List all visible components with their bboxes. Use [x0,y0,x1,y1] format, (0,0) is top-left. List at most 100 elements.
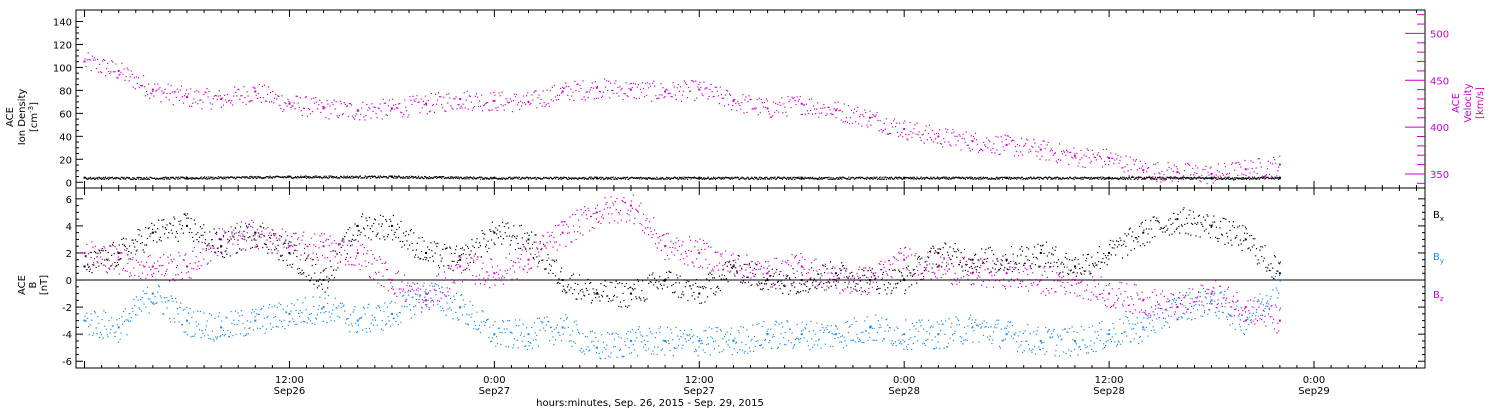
ion-density-series-sample [555,178,557,180]
ion-density-series-sample [796,176,799,178]
velocity-series-sample [374,106,376,108]
velocity-series-sample [450,105,452,107]
velocity-series-sample [1080,149,1082,151]
by-series-sample [586,336,588,338]
ion-density-series-sample [1107,177,1109,179]
velocity-series-sample [358,110,360,112]
ion-density-series-sample [1018,177,1021,179]
ion-density-series-sample [512,178,514,180]
by-series-sample [633,349,635,351]
ion-density-series-sample [699,177,701,179]
by-series-sample [630,352,633,354]
by-series-sample [565,314,567,316]
velocity-series-sample [153,95,155,97]
ion-density-series-sample [396,176,398,178]
by-series-sample [809,349,811,351]
ion-density-series-sample [749,178,752,180]
ion-density-series-sample [439,176,441,179]
ion-density-series-sample [275,175,277,177]
velocity-series-sample [1061,153,1064,155]
velocity-series-sample [1048,159,1050,161]
by-series-sample [112,325,114,327]
by-series-sample [928,333,931,335]
by-series-sample [1171,303,1173,305]
by-series-sample [347,318,349,320]
ion-density-series-sample [617,177,620,179]
by-series-sample [784,331,786,334]
velocity-series-sample [321,102,323,104]
velocity-series-sample [525,103,527,105]
bz-series-sample [104,247,106,249]
ion-density-series-sample [669,178,672,180]
velocity-series-sample [1194,172,1196,174]
by-series-sample [172,300,174,302]
velocity-series-sample [581,98,583,101]
velocity-series-sample [794,99,796,102]
ion-density-series-sample [541,178,543,180]
by-series-sample [183,331,185,333]
bz-series-sample [110,245,112,248]
ion-density-series-sample [1239,178,1241,180]
ion-density-series-sample [962,176,964,179]
ion-density-series-sample [1084,177,1086,179]
by-series-sample [1172,298,1174,300]
velocity-series-sample [173,91,175,93]
ion-density-series-sample [931,178,933,180]
ion-density-series-sample [569,177,571,179]
by-series-sample [690,329,692,331]
by-series-sample [304,297,307,299]
velocity-series-sample [123,68,125,70]
ion-density-series-sample [1106,177,1108,179]
ion-density-series-sample [1012,177,1014,179]
by-series-sample [865,330,867,332]
ion-density-series-sample [435,176,437,178]
velocity-series-sample [238,89,240,91]
by-series-sample [90,313,92,315]
velocity-series-sample [574,80,576,82]
velocity-series-point [83,60,86,63]
velocity-series-sample [978,149,981,152]
by-series-sample [305,309,307,311]
ion-density-series-sample [205,178,207,180]
ion-density-series-sample [152,177,154,180]
velocity-series-sample [186,95,189,97]
ion-density-series-sample [446,177,448,179]
ion-density-series-sample [534,176,536,179]
velocity-series-sample [513,93,516,95]
velocity-series-sample [86,59,88,61]
bz-series-sample [135,259,137,261]
by-series-sample [1045,351,1048,353]
by-series-sample [1002,340,1004,342]
ion-density-series-sample [963,177,965,179]
velocity-series-sample [118,74,120,76]
ion-density-series-sample [1035,177,1037,180]
ion-density-series-sample [367,176,369,178]
by-series-sample [406,306,408,308]
by-series-sample [449,307,451,309]
velocity-series-sample [839,109,841,111]
ion-density-series-sample [218,178,220,180]
by-series-sample [298,315,301,318]
velocity-series-sample [1040,144,1042,146]
ion-density-series-sample [710,177,713,179]
velocity-series-sample [226,93,229,96]
velocity-series-sample [1212,182,1214,184]
by-series-sample [943,347,945,349]
ion-density-series-sample [365,176,367,178]
ion-density-series-sample [294,176,297,178]
ion-density-series-sample [454,176,456,178]
bz-series-point [83,251,86,254]
ion-density-series-sample [714,178,717,181]
velocity-series-sample [98,63,101,66]
ion-density-series-sample [1055,177,1058,179]
ion-density-series-sample [1193,176,1195,178]
ion-density-series-sample [462,177,465,179]
by-series-sample [1229,324,1231,326]
by-series-sample [724,333,727,335]
bz-series-sample [103,245,105,248]
by-series-sample [377,305,379,307]
velocity-series-sample [1267,160,1270,162]
ion-density-series-sample [90,176,92,178]
velocity-series-sample [934,138,937,140]
velocity-series-point [459,98,462,100]
